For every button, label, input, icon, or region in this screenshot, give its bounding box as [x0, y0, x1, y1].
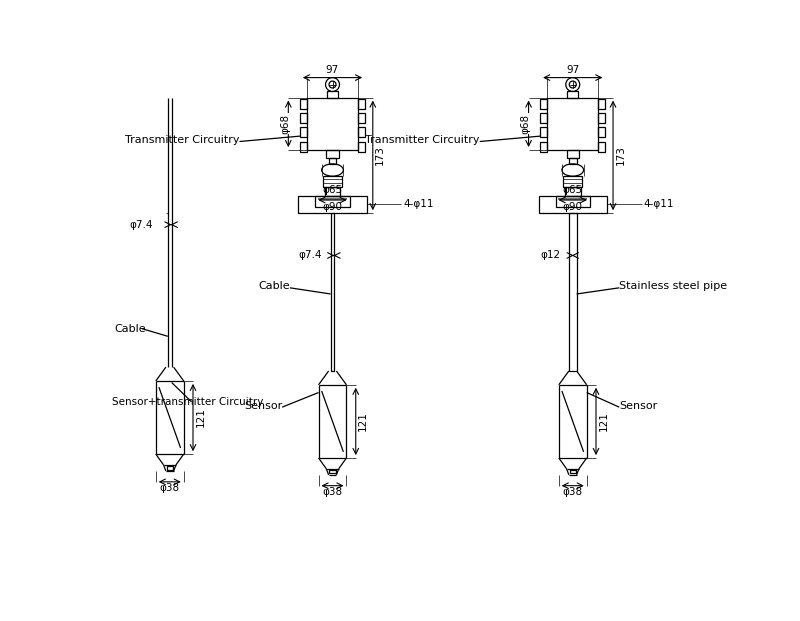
Bar: [598, 113, 606, 124]
Text: 4-φ11: 4-φ11: [643, 199, 674, 209]
Bar: [307, 97, 358, 150]
Text: Transmitter Circuitry: Transmitter Circuitry: [366, 135, 480, 145]
Bar: [325, 187, 340, 196]
Text: φ90: φ90: [562, 202, 582, 212]
Text: φ65: φ65: [562, 184, 583, 194]
Text: φ90: φ90: [322, 202, 342, 212]
Bar: [358, 113, 365, 124]
Bar: [598, 127, 606, 137]
Bar: [540, 113, 547, 124]
Bar: [358, 142, 365, 152]
Bar: [327, 91, 338, 97]
Text: 173: 173: [375, 145, 385, 165]
Bar: [300, 142, 307, 152]
Bar: [358, 99, 365, 109]
Text: 173: 173: [615, 145, 626, 165]
Bar: [540, 99, 547, 109]
Bar: [569, 158, 577, 164]
Text: 121: 121: [598, 412, 608, 432]
Bar: [569, 213, 577, 371]
Bar: [540, 127, 547, 137]
Text: Sensor: Sensor: [244, 401, 282, 410]
Bar: [298, 196, 366, 213]
Text: φ68: φ68: [281, 114, 290, 134]
Text: 4-φ11: 4-φ11: [403, 199, 434, 209]
Bar: [358, 127, 365, 137]
Bar: [166, 466, 173, 469]
Bar: [330, 213, 334, 371]
Text: Sensor+transmitter Circuitry: Sensor+transmitter Circuitry: [112, 397, 263, 407]
Bar: [326, 150, 338, 158]
Bar: [556, 196, 590, 207]
Bar: [567, 91, 578, 97]
Text: 97: 97: [326, 65, 339, 75]
Bar: [570, 470, 576, 473]
Text: Cable: Cable: [114, 324, 146, 333]
Text: φ12: φ12: [540, 250, 560, 260]
Bar: [315, 196, 350, 207]
Text: 121: 121: [358, 412, 368, 432]
Text: Cable: Cable: [258, 281, 290, 291]
Bar: [300, 99, 307, 109]
Bar: [323, 176, 342, 187]
Text: φ65: φ65: [322, 184, 342, 194]
Bar: [538, 196, 607, 213]
Bar: [566, 150, 579, 158]
Bar: [329, 158, 336, 164]
Text: 97: 97: [566, 65, 579, 75]
Text: 121: 121: [195, 407, 206, 427]
Text: φ68: φ68: [521, 114, 531, 134]
Text: φ38: φ38: [322, 487, 342, 497]
Bar: [598, 99, 606, 109]
Text: φ7.4: φ7.4: [298, 250, 322, 260]
Bar: [563, 176, 582, 187]
Bar: [300, 113, 307, 124]
Bar: [540, 142, 547, 152]
Bar: [547, 97, 598, 150]
Text: φ38: φ38: [160, 483, 180, 494]
Text: Transmitter Circuitry: Transmitter Circuitry: [125, 135, 239, 145]
Bar: [300, 127, 307, 137]
Text: Stainless steel pipe: Stainless steel pipe: [619, 281, 727, 291]
Bar: [598, 142, 606, 152]
Text: φ38: φ38: [562, 487, 583, 497]
Bar: [565, 187, 581, 196]
Text: Sensor: Sensor: [619, 401, 658, 410]
Text: φ7.4: φ7.4: [129, 220, 153, 230]
Bar: [330, 470, 336, 473]
